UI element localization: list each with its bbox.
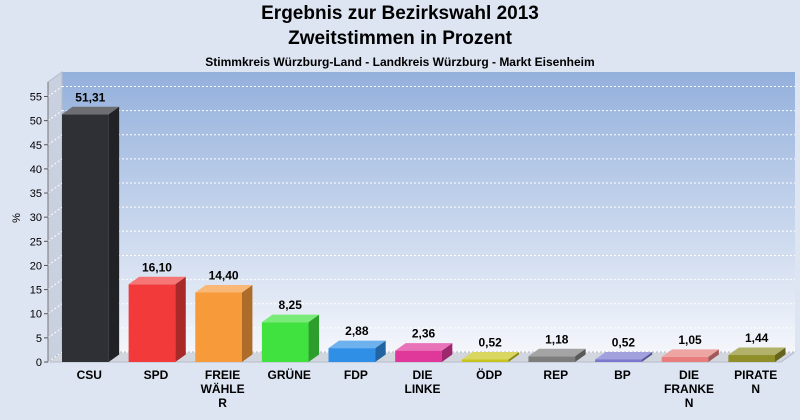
y-tick-label: 30 xyxy=(30,212,42,224)
y-tick-label: 0 xyxy=(36,357,42,369)
bar-front xyxy=(128,284,176,362)
chart-caption: Stimmkreis Würzburg-Land - Landkreis Wür… xyxy=(205,55,595,69)
x-tick-label: CSU xyxy=(77,368,102,382)
x-tick-label: SPD xyxy=(144,368,169,382)
gridline-side xyxy=(47,351,63,363)
y-tick-label: 25 xyxy=(30,236,42,248)
gridline-side xyxy=(47,206,63,218)
x-tick-label: GRÜNE xyxy=(268,367,311,382)
gridline-side xyxy=(47,230,63,242)
gridline-side xyxy=(47,327,63,339)
bar-side xyxy=(641,351,653,362)
bar-front xyxy=(595,359,642,362)
bar-side xyxy=(241,284,253,362)
chart-title: Ergebnis zur Bezirkswahl 2013 xyxy=(261,3,539,24)
bar-top xyxy=(261,314,320,323)
y-tick-label: 45 xyxy=(30,140,42,152)
x-tick-label: ÖDP xyxy=(476,367,502,382)
bar-front xyxy=(195,292,242,362)
bar-top xyxy=(328,340,386,349)
y-tick-label: 50 xyxy=(30,116,42,128)
bar-6 xyxy=(461,351,519,362)
bar-top xyxy=(595,351,653,360)
bar-top xyxy=(195,284,253,293)
data-label: 8,25 xyxy=(279,298,303,312)
bar-top xyxy=(728,347,786,356)
y-tick-label: 55 xyxy=(30,91,42,103)
y-tick-label: 40 xyxy=(30,164,42,176)
bar-side xyxy=(108,106,120,362)
bar-front xyxy=(661,356,709,362)
data-label: 14,40 xyxy=(209,268,239,282)
bar-8 xyxy=(595,351,653,362)
bar-front xyxy=(61,114,109,362)
bar-4 xyxy=(328,340,386,362)
bar-2 xyxy=(195,284,253,362)
bar-3 xyxy=(261,314,320,362)
data-label: 0,52 xyxy=(478,335,502,349)
gridline-side xyxy=(47,303,63,315)
gridline-side xyxy=(47,255,63,266)
bar-7 xyxy=(528,348,586,362)
y-axis-label: % xyxy=(11,213,23,223)
bar-side xyxy=(775,347,786,362)
data-label: 2,36 xyxy=(412,327,436,341)
data-label: 2,88 xyxy=(345,324,369,338)
y-tick-label: 10 xyxy=(30,309,42,321)
gridline-side xyxy=(47,110,63,122)
bar-0 xyxy=(61,106,120,362)
bar-top xyxy=(128,276,186,285)
bar-front xyxy=(261,322,309,362)
bar-top xyxy=(395,343,453,351)
gridline-side xyxy=(47,182,63,194)
bar-9 xyxy=(661,349,719,362)
bar-top xyxy=(528,348,586,357)
data-label: 16,10 xyxy=(142,260,172,274)
x-tick-label: REP xyxy=(543,368,568,382)
bar-top xyxy=(61,106,120,115)
x-tick-label: FREIE WÄHLE R xyxy=(201,368,245,410)
y-tick-label: 15 xyxy=(30,285,42,297)
data-label: 1,44 xyxy=(745,331,769,345)
chart-subtitle: Zweitstimmen in Prozent xyxy=(288,28,512,49)
y-tick-label: 35 xyxy=(30,188,42,200)
gridline-side xyxy=(47,158,63,170)
data-label: 1,05 xyxy=(678,333,702,347)
x-tick-label: FDP xyxy=(344,368,368,382)
bar-side xyxy=(308,314,320,362)
bar-front xyxy=(461,359,509,362)
bar-side xyxy=(708,349,719,362)
bar-top xyxy=(661,349,719,357)
bar-front xyxy=(528,356,576,362)
bar-5 xyxy=(395,343,453,362)
bar-top xyxy=(461,351,519,360)
y-tick-label: 5 xyxy=(36,333,42,345)
bar-side xyxy=(175,276,186,362)
bar-front xyxy=(328,348,376,362)
x-tick-label: DIE LINKE xyxy=(405,368,441,396)
data-label: 1,18 xyxy=(545,332,569,346)
gridline-side xyxy=(47,134,63,146)
bar-side xyxy=(575,348,586,362)
data-label: 51,31 xyxy=(75,90,105,104)
x-tick-label: PIRATE N xyxy=(734,368,777,396)
bar-front xyxy=(395,350,442,362)
bar-side xyxy=(375,340,386,362)
data-label: 0,52 xyxy=(612,335,636,349)
gridline-side xyxy=(47,279,63,290)
bar-front xyxy=(728,355,776,362)
x-tick-label: BP xyxy=(614,368,631,382)
bar-side xyxy=(508,351,519,362)
bar-10 xyxy=(728,347,786,362)
gridline-side xyxy=(47,86,63,97)
y-tick-label: 20 xyxy=(30,260,42,272)
bar-1 xyxy=(128,276,186,362)
x-tick-label: DIE FRANKE N xyxy=(664,368,714,410)
bar-side xyxy=(441,343,453,362)
